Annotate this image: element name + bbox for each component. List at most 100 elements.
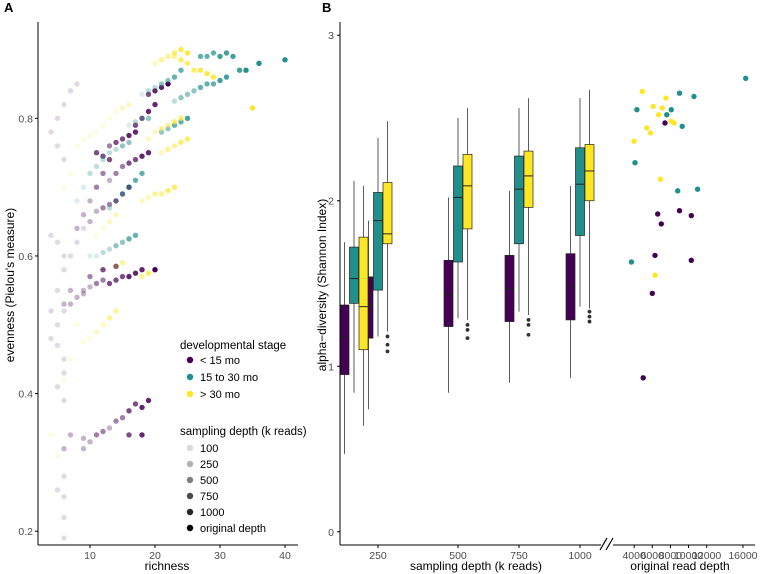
original-depth-point (675, 188, 681, 194)
evenness-point (145, 270, 152, 276)
evenness-point (126, 122, 132, 128)
evenness-point (210, 50, 217, 56)
original-depth-point (657, 176, 664, 182)
x-tick-label: 500 (449, 550, 467, 562)
evenness-point (48, 129, 54, 135)
panel-b-boxplots (339, 89, 595, 454)
evenness-point (119, 136, 126, 142)
evenness-point (132, 156, 139, 163)
original-depth-point (628, 259, 635, 265)
evenness-point (152, 191, 158, 197)
evenness-point (48, 232, 54, 238)
evenness-point (93, 253, 100, 259)
legend-depth-swatch (186, 444, 194, 452)
evenness-point (184, 60, 191, 66)
evenness-point (67, 287, 74, 294)
box-body (462, 154, 473, 230)
evenness-point (80, 435, 87, 441)
evenness-point (74, 239, 80, 245)
evenness-point (152, 129, 158, 135)
panel-b-ticks: 0 1 2 3 250 500 750 1000 4000 8000 12000 16000 6000 1… (328, 30, 758, 562)
evenness-point (87, 335, 93, 342)
evenness-point (126, 273, 132, 280)
evenness-point (132, 177, 139, 183)
evenness-point (48, 432, 54, 438)
evenness-point (210, 74, 217, 80)
original-depth-point (688, 257, 694, 263)
box-body (373, 192, 383, 291)
original-depth-point (679, 123, 685, 129)
evenness-point (106, 177, 113, 183)
y-tick-label: 0.8 (18, 113, 33, 125)
evenness-point (106, 218, 113, 225)
evenness-point (126, 101, 132, 108)
evenness-point (48, 308, 54, 314)
evenness-point (236, 67, 243, 73)
x-tick-label: 10 (84, 550, 96, 562)
evenness-point (171, 184, 178, 190)
legend-stage-label: < 15 mo (200, 355, 240, 367)
evenness-point (139, 153, 145, 159)
evenness-point (282, 57, 288, 63)
evenness-point (113, 243, 119, 249)
evenness-point (152, 101, 158, 108)
evenness-point (152, 84, 158, 91)
evenness-point (132, 129, 139, 135)
evenness-point (119, 143, 126, 149)
legend-stage-swatch (186, 356, 194, 364)
evenness-point (126, 432, 132, 438)
evenness-point (158, 126, 165, 132)
original-depth-point (652, 252, 658, 259)
evenness-point (178, 46, 184, 53)
original-depth-point (676, 90, 683, 96)
legend-depth-entries: 100 250 500 750 1000 original depth (186, 443, 266, 535)
panel-b-y-label: alpha−diversity (Shannon Index) (315, 199, 329, 371)
evenness-point (61, 101, 67, 108)
evenness-point (54, 384, 61, 390)
evenness-point (145, 88, 152, 94)
evenness-point (100, 322, 106, 328)
evenness-point (54, 452, 61, 459)
x-tick-label: 12000 (692, 550, 721, 562)
evenness-point (126, 139, 132, 146)
evenness-point (145, 194, 152, 201)
evenness-point (145, 397, 152, 404)
evenness-point (93, 232, 100, 238)
evenness-point (48, 335, 54, 342)
evenness-point (106, 205, 113, 211)
evenness-point (204, 81, 210, 87)
evenness-point (74, 81, 80, 87)
evenness-point (152, 60, 158, 66)
x-tick-label: 4000 (622, 550, 646, 562)
x-tick-label: 20 (149, 550, 161, 562)
original-depth-point (655, 112, 662, 118)
original-depth-point (659, 105, 665, 111)
box-outlier (526, 332, 531, 337)
y-tick-label: 2 (328, 196, 334, 208)
panel-a-points (48, 46, 288, 541)
y-tick-label: 0.6 (18, 251, 33, 263)
evenness-point (249, 105, 256, 111)
x-tick-label: 40 (279, 550, 291, 562)
legend-depth-label: original depth (200, 523, 266, 535)
evenness-point (165, 53, 171, 60)
evenness-point (61, 370, 67, 376)
legend-stage-swatch (186, 373, 194, 381)
evenness-point (126, 160, 132, 166)
evenness-point (145, 91, 152, 98)
evenness-point (165, 122, 171, 128)
evenness-point (223, 74, 230, 80)
evenness-point (191, 67, 197, 73)
original-depth-point (644, 125, 650, 131)
evenness-point (106, 156, 113, 163)
evenness-point (67, 170, 74, 177)
evenness-point (113, 308, 119, 314)
evenness-point (204, 70, 210, 77)
original-depth-point (649, 290, 655, 297)
evenness-point (61, 308, 67, 314)
box-body (453, 165, 463, 263)
evenness-point (67, 432, 74, 438)
evenness-point (87, 132, 93, 139)
original-depth-point (634, 107, 640, 113)
x-tick-label: 6000 (641, 550, 665, 562)
